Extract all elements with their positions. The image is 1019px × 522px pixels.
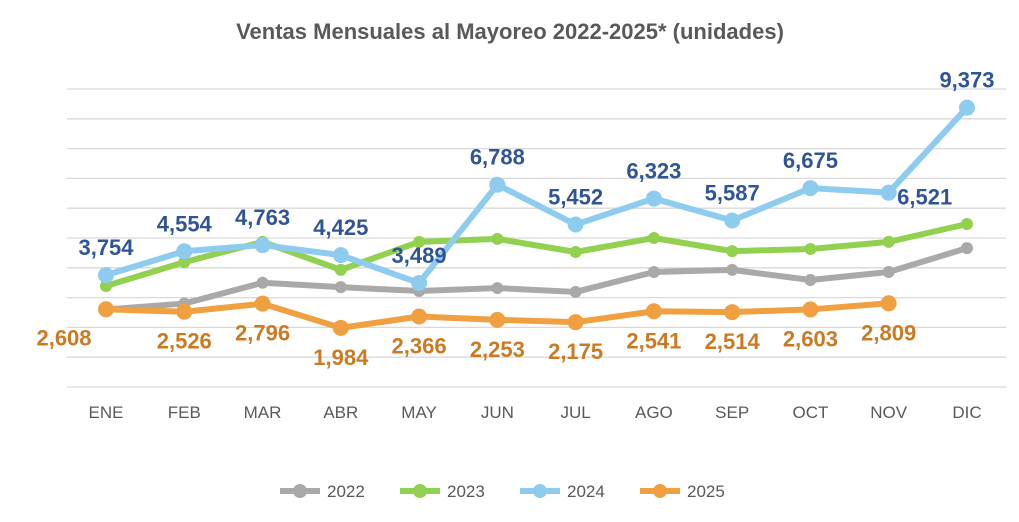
data-point-2025 — [880, 295, 897, 312]
data-point-2024 — [254, 237, 271, 254]
data-point-2025 — [254, 295, 271, 312]
legend-label: 2023 — [447, 482, 485, 501]
data-label-2024: 4,425 — [313, 215, 368, 240]
data-point-2023 — [178, 256, 191, 269]
legend-item-2025: 2025 — [640, 482, 725, 501]
legend-marker-icon — [293, 484, 307, 498]
data-point-2024 — [802, 180, 819, 197]
data-point-2023 — [100, 279, 112, 292]
data-label-2025: 2,253 — [470, 337, 525, 362]
data-label-2024: 3,754 — [78, 235, 134, 260]
legend-item-2024: 2024 — [520, 482, 605, 501]
data-point-2023 — [334, 263, 347, 276]
data-point-2023 — [647, 232, 660, 244]
data-point-2024 — [489, 176, 506, 193]
data-point-2025 — [567, 314, 584, 331]
x-tick-label: MAR — [244, 403, 282, 422]
x-tick-label: DIC — [952, 403, 981, 422]
data-label-2024: 5,587 — [705, 181, 760, 206]
data-label-2025: 2,608 — [36, 325, 91, 350]
data-point-2023 — [804, 243, 817, 256]
data-label-2025: 2,514 — [705, 329, 761, 354]
x-tick-label: ABR — [323, 403, 358, 422]
data-point-2022 — [647, 265, 660, 278]
data-label-2024: 6,323 — [626, 159, 681, 184]
series-line-2022 — [105, 245, 968, 313]
x-tick-label: OCT — [792, 403, 828, 422]
x-tick-label: SEP — [715, 403, 749, 422]
data-point-2023 — [882, 235, 895, 248]
data-label-2025: 2,366 — [392, 333, 447, 358]
data-point-2022 — [569, 285, 582, 298]
data-label-2025: 2,541 — [626, 328, 681, 353]
data-point-2025 — [724, 304, 741, 321]
data-point-2024 — [98, 267, 114, 284]
x-tick-label: JUN — [481, 403, 514, 422]
data-point-2025 — [176, 303, 193, 320]
chart-title: Ventas Mensuales al Mayoreo 2022-2025* (… — [236, 19, 784, 44]
x-tick-label: JUL — [561, 403, 591, 422]
data-label-2024: 9,373 — [939, 68, 994, 93]
data-label-2025: 2,809 — [861, 320, 916, 345]
data-point-2023 — [491, 232, 504, 245]
x-tick-label: MAY — [401, 403, 437, 422]
data-point-2023 — [960, 217, 973, 230]
legend-label: 2025 — [687, 482, 725, 501]
data-point-2024 — [880, 184, 897, 201]
data-point-2024 — [176, 243, 193, 260]
data-point-2025 — [411, 308, 428, 325]
data-label-2024: 3,489 — [392, 243, 447, 268]
x-tick-label: ENE — [89, 403, 124, 422]
data-point-2022 — [491, 282, 504, 295]
data-label-2025: 1,984 — [313, 345, 369, 370]
data-point-2024 — [958, 99, 975, 116]
data-label-2025: 2,526 — [157, 329, 212, 354]
data-label-2024: 6,521 — [897, 185, 952, 210]
data-point-2025 — [489, 311, 506, 328]
data-point-2022 — [726, 263, 739, 276]
data-point-2025 — [332, 319, 349, 336]
legend-item-2023: 2023 — [400, 482, 485, 501]
x-tick-label: FEB — [168, 403, 201, 422]
data-point-2022 — [882, 265, 895, 278]
data-label-2025: 2,603 — [783, 326, 838, 351]
data-point-2023 — [569, 246, 582, 259]
legend-label: 2024 — [567, 482, 605, 501]
data-point-2023 — [726, 245, 739, 258]
legend-marker-icon — [413, 484, 427, 498]
legend-item-2022: 2022 — [280, 482, 365, 501]
legend-marker-icon — [653, 484, 667, 498]
data-label-2024: 4,554 — [157, 211, 213, 236]
data-point-2024 — [645, 190, 662, 207]
data-label-2024: 4,763 — [235, 205, 290, 230]
legend-marker-icon — [533, 484, 547, 498]
data-point-2023 — [413, 235, 426, 248]
data-point-2024 — [411, 275, 428, 292]
data-label-2024: 6,675 — [783, 148, 838, 173]
data-point-2024 — [567, 216, 584, 233]
data-label-2025: 2,175 — [548, 339, 603, 364]
series-line-2024 — [105, 105, 970, 287]
data-point-2022 — [334, 281, 347, 294]
data-point-2022 — [256, 276, 269, 289]
data-label-2024: 5,452 — [548, 185, 603, 210]
x-tick-label: AGO — [635, 403, 673, 422]
x-tick-label: NOV — [870, 403, 908, 422]
data-point-2025 — [98, 301, 114, 318]
data-point-2024 — [724, 212, 741, 229]
data-label-2024: 6,788 — [470, 145, 525, 170]
data-label-2025: 2,796 — [235, 321, 290, 346]
data-point-2022 — [804, 274, 817, 287]
data-point-2022 — [960, 242, 973, 255]
data-point-2025 — [645, 303, 662, 320]
data-point-2024 — [332, 247, 349, 264]
legend-label: 2022 — [327, 482, 365, 501]
data-point-2025 — [802, 301, 819, 318]
